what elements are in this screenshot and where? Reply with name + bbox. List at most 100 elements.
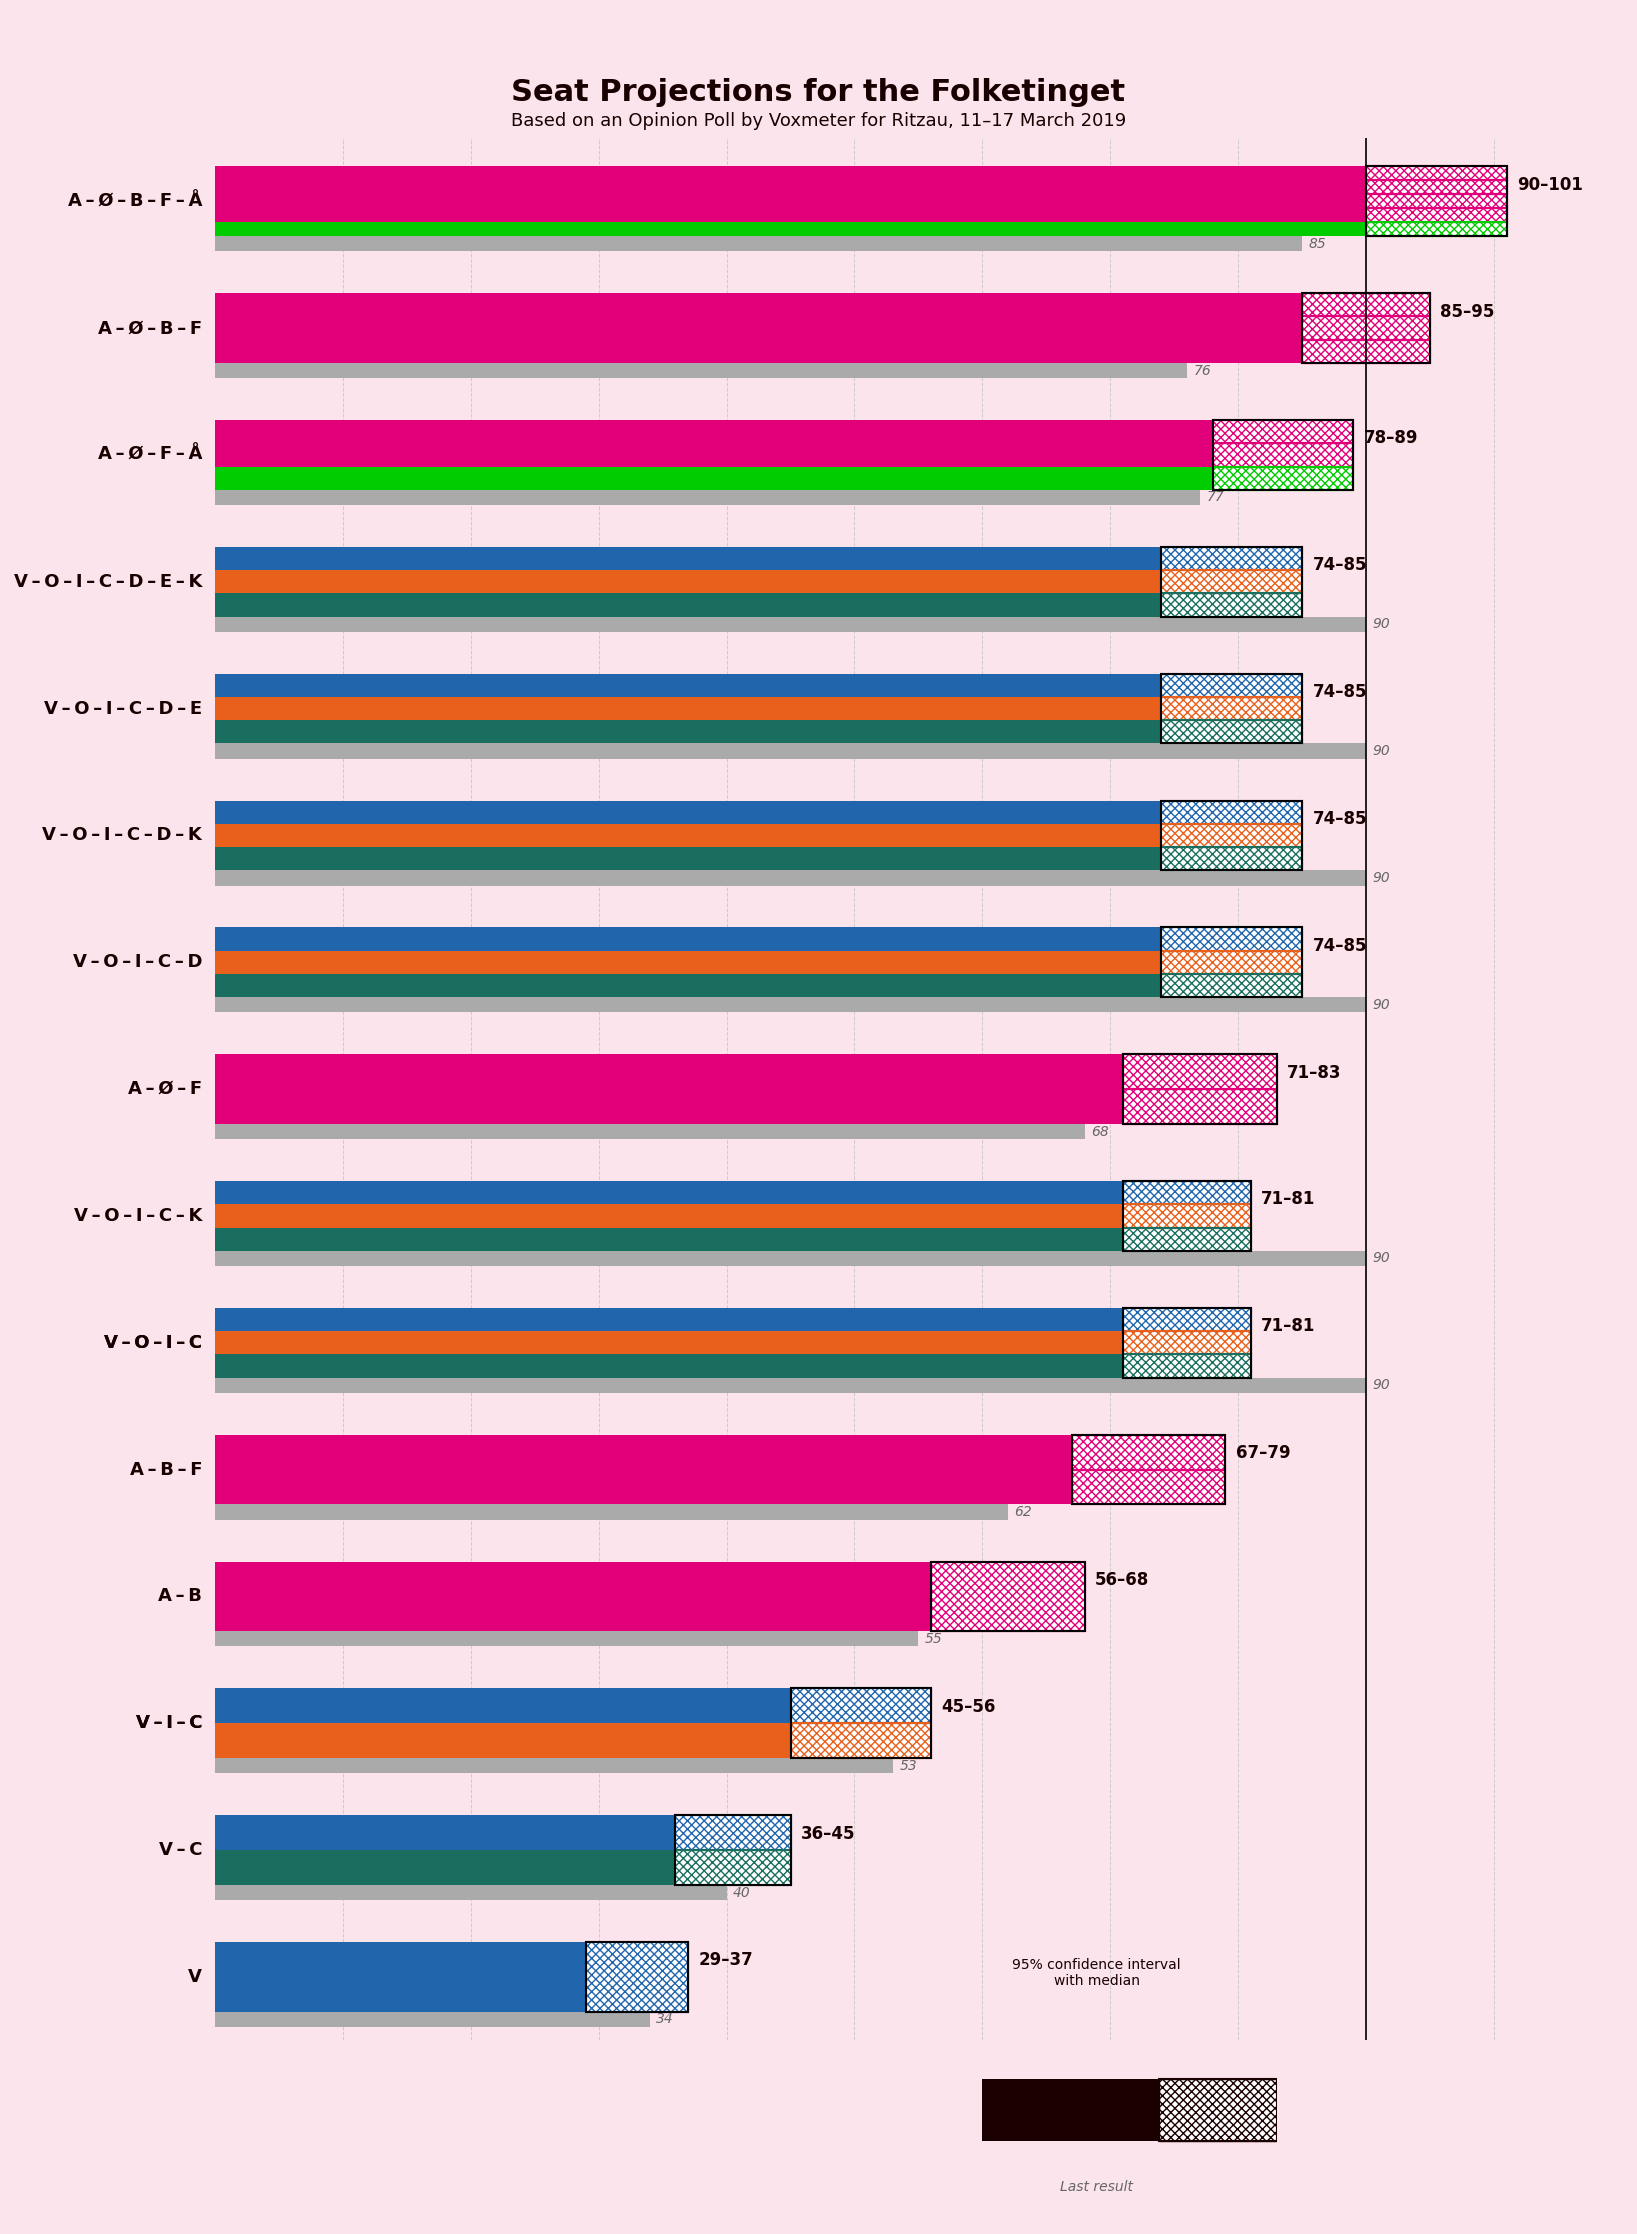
Text: 95% confidence interval
with median: 95% confidence interval with median (1012, 1957, 1182, 1988)
Text: Last result: Last result (1061, 2180, 1133, 2194)
Bar (1162, 927, 1301, 952)
Bar (1162, 824, 1301, 847)
Bar (1367, 165, 1508, 181)
Text: A – Ø – B – F – Å: A – Ø – B – F – Å (67, 192, 201, 210)
Bar (1301, 293, 1431, 317)
Bar (1162, 847, 1301, 871)
Bar (1367, 221, 1508, 237)
Bar (1123, 1307, 1251, 1331)
Bar (1162, 800, 1301, 824)
Bar (1072, 1434, 1226, 1503)
Bar (676, 1850, 791, 1885)
Bar (214, 1251, 1367, 1267)
Bar (1301, 340, 1431, 362)
Bar (1162, 719, 1301, 744)
Bar (214, 1562, 931, 1631)
Bar (1162, 547, 1301, 570)
Bar (791, 1722, 931, 1758)
Bar (1213, 420, 1354, 489)
Bar (931, 1562, 1085, 1631)
Bar (586, 1941, 688, 2013)
Bar (1162, 952, 1301, 974)
Bar (1162, 824, 1301, 847)
Bar (1213, 442, 1354, 467)
Text: 90: 90 (1372, 999, 1390, 1012)
Text: Seat Projections for the Folketinget: Seat Projections for the Folketinget (511, 78, 1126, 107)
Text: V – I – C: V – I – C (136, 1713, 201, 1731)
Bar (214, 420, 1213, 442)
Bar (676, 1816, 791, 1885)
Bar (1123, 1054, 1277, 1090)
Bar (1367, 208, 1508, 221)
Bar (214, 871, 1367, 885)
Text: 68: 68 (1092, 1124, 1108, 1139)
Bar (214, 974, 1162, 996)
Bar (1072, 1470, 1226, 1503)
Bar (214, 1434, 1072, 1470)
Text: V – O – I – C – D: V – O – I – C – D (72, 954, 201, 972)
Bar (1123, 1307, 1251, 1378)
Bar (586, 1941, 688, 2013)
Bar (1072, 1470, 1226, 1503)
Bar (1213, 420, 1354, 442)
Bar (1159, 2080, 1277, 2140)
Bar (1123, 1182, 1251, 1204)
Bar (676, 1816, 791, 1850)
Bar (214, 194, 1367, 208)
Text: 90: 90 (1372, 744, 1390, 757)
Bar (1162, 974, 1301, 996)
Bar (214, 1307, 1123, 1331)
Bar (1123, 1090, 1277, 1124)
Text: V – O – I – C: V – O – I – C (105, 1334, 201, 1352)
Bar (214, 1054, 1123, 1090)
Bar (1123, 1354, 1251, 1378)
Text: 53: 53 (899, 1758, 917, 1774)
Bar (1123, 1226, 1251, 1251)
Bar (1162, 547, 1301, 617)
Text: 55: 55 (925, 1631, 943, 1646)
Bar (1301, 293, 1431, 362)
Text: 71–83: 71–83 (1287, 1063, 1341, 1081)
Text: 85–95: 85–95 (1441, 302, 1495, 322)
Bar (214, 744, 1367, 760)
Bar (214, 181, 1367, 194)
Text: 56–68: 56–68 (1095, 1571, 1149, 1588)
Bar (1123, 1054, 1277, 1124)
Bar (214, 996, 1367, 1012)
Bar (1162, 952, 1301, 974)
Text: A – Ø – F: A – Ø – F (128, 1079, 201, 1099)
Bar (1162, 675, 1301, 744)
Bar (214, 1204, 1123, 1226)
Bar (1162, 594, 1301, 617)
Bar (214, 1354, 1123, 1378)
Bar (1367, 221, 1508, 237)
Bar (1123, 1182, 1251, 1251)
Bar (214, 1331, 1123, 1354)
Bar (214, 467, 1213, 489)
Bar (1367, 194, 1508, 208)
Text: A – Ø – F – Å: A – Ø – F – Å (98, 447, 201, 465)
Bar (214, 1689, 791, 1722)
Bar (214, 1470, 1072, 1503)
Bar (1367, 165, 1508, 237)
Text: 29–37: 29–37 (699, 1950, 753, 1970)
Bar (1162, 719, 1301, 744)
Bar (1159, 2080, 1277, 2140)
Text: 40: 40 (733, 1885, 751, 1899)
Bar (586, 1941, 688, 2013)
Bar (214, 617, 1367, 632)
Bar (1301, 293, 1431, 317)
Bar (931, 1562, 1085, 1631)
Bar (214, 1885, 727, 1901)
Bar (214, 719, 1162, 744)
Text: 45–56: 45–56 (941, 1698, 995, 1716)
Text: A – Ø – B – F: A – Ø – B – F (98, 319, 201, 337)
Bar (1162, 547, 1301, 570)
Text: 74–85: 74–85 (1313, 811, 1367, 829)
Bar (1213, 467, 1354, 489)
Text: V – O – I – C – D – E – K: V – O – I – C – D – E – K (13, 572, 201, 590)
Bar (1367, 181, 1508, 194)
Bar (1123, 1226, 1251, 1251)
Bar (1301, 340, 1431, 362)
Bar (214, 293, 1301, 317)
